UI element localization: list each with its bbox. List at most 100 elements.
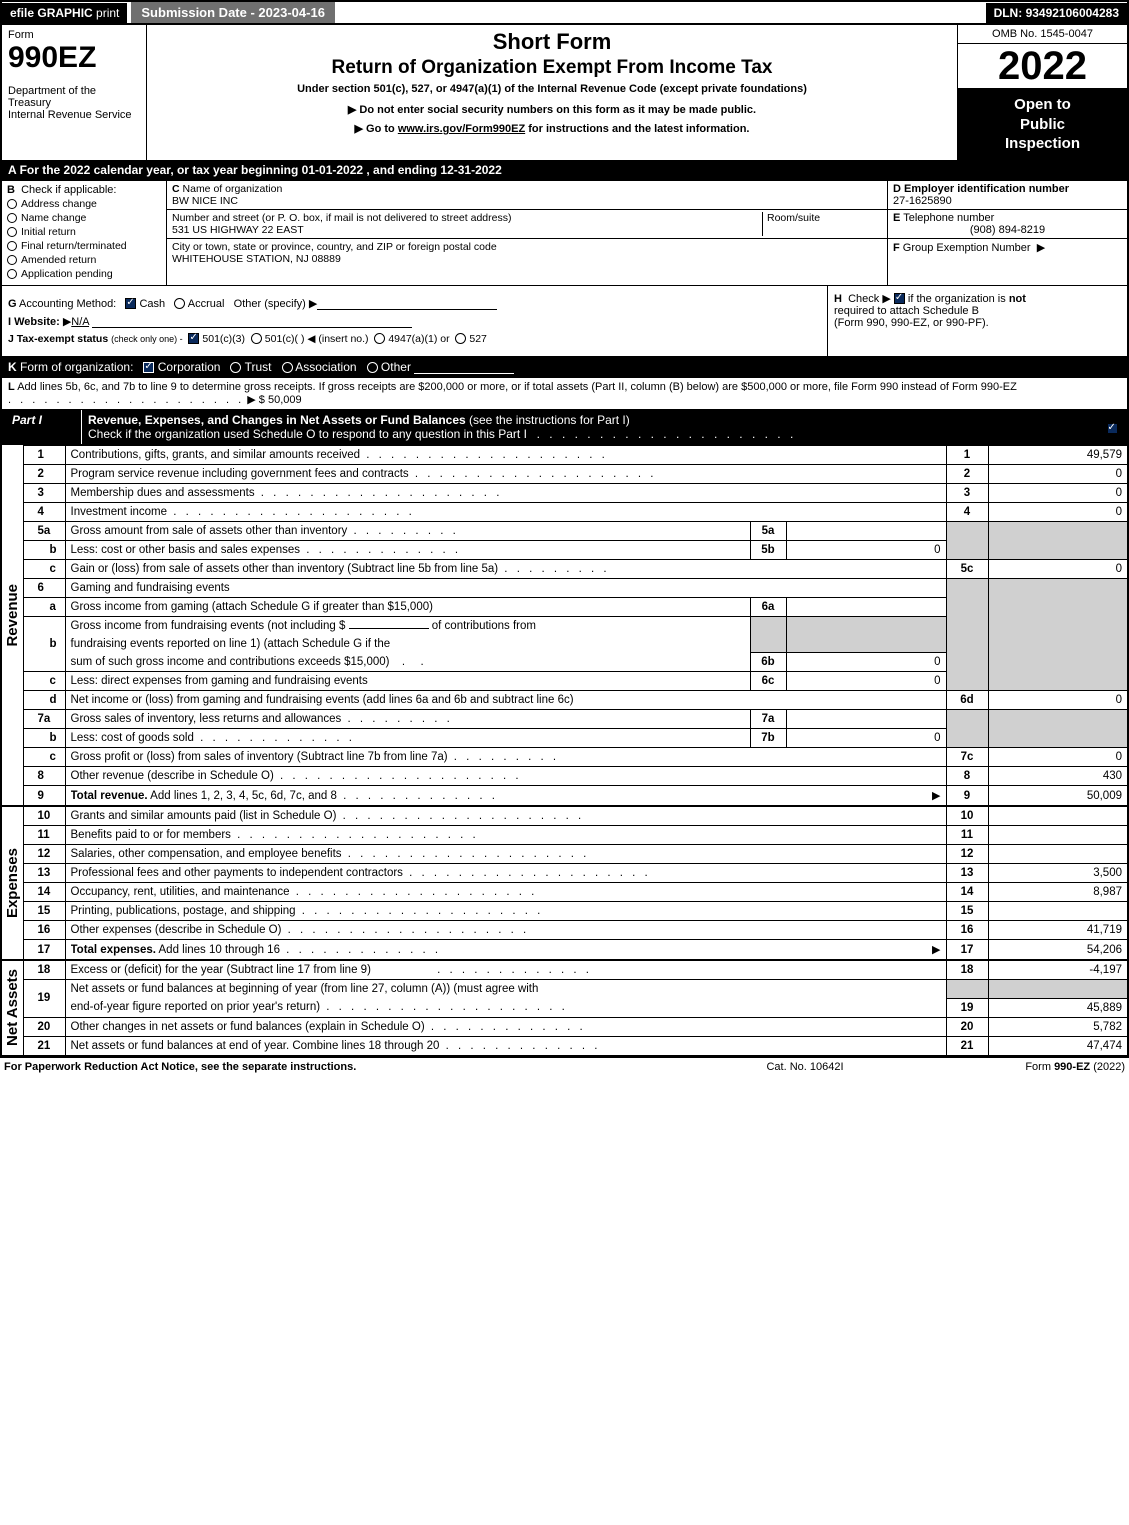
line-7b-subval: 0 [786, 729, 946, 748]
chk-amended-return[interactable]: Amended return [7, 254, 161, 266]
A-text: For the 2022 calendar year, or tax year … [20, 163, 502, 177]
line-6b-num: b [23, 616, 65, 672]
chk-address-change[interactable]: Address change [7, 198, 161, 210]
line-7b-subnum: 7b [750, 729, 786, 748]
line-7a-num: 7a [23, 710, 65, 729]
501c-label: 501(c)( ) ◀ (insert no.) [265, 333, 369, 345]
row-I: I Website: ▶N/A [8, 315, 821, 328]
K-label: Form of organization: [20, 360, 133, 374]
part-I-checkbox[interactable] [1097, 410, 1127, 444]
shade-6-amt [988, 578, 1128, 691]
F-label: Group Exemption Number [903, 242, 1031, 254]
line-7c-amount: 0 [988, 748, 1128, 767]
chk-4947[interactable] [374, 333, 385, 344]
line-1-ref: 1 [946, 445, 988, 464]
header-left: Form 990EZ Department of the Treasury In… [2, 25, 147, 160]
line-20-amount: 5,782 [988, 1017, 1128, 1036]
line-6d-num: d [23, 691, 65, 710]
row-J: J Tax-exempt status (check only one) - 5… [8, 333, 821, 345]
print-word[interactable]: print [96, 6, 119, 20]
line-5a-subval [786, 521, 946, 540]
line-3-amount: 0 [988, 483, 1128, 502]
street-value: 531 US HIGHWAY 22 EAST [172, 224, 762, 236]
tax-year: 2022 [958, 44, 1127, 89]
line-1-desc: Contributions, gifts, grants, and simila… [65, 445, 946, 464]
line-12-amount [988, 845, 1128, 864]
dept-treasury: Department of the Treasury [8, 85, 140, 109]
B-label: Check if applicable: [21, 184, 116, 196]
omb-number: OMB No. 1545-0047 [958, 25, 1127, 44]
line-6b-subnum: 6b [750, 653, 786, 672]
room-suite-label: Room/suite [762, 212, 882, 236]
line-4-desc: Investment income [65, 502, 946, 521]
footer: For Paperwork Reduction Act Notice, see … [0, 1057, 1129, 1076]
chk-501c3[interactable] [188, 333, 199, 344]
chk-initial-return[interactable]: Initial return [7, 226, 161, 238]
part-I-header: Part I Revenue, Expenses, and Changes in… [0, 410, 1129, 445]
line-13-num: 13 [23, 864, 65, 883]
efile-word: efile [10, 6, 34, 20]
assoc-label: Association [295, 360, 356, 374]
line-7c-num: c [23, 748, 65, 767]
line-10-desc: Grants and similar amounts paid (list in… [65, 806, 946, 826]
chk-cash[interactable] [125, 298, 136, 309]
line-13-desc: Professional fees and other payments to … [65, 864, 946, 883]
line-2-desc: Program service revenue including govern… [65, 464, 946, 483]
irs-link[interactable]: www.irs.gov/Form990EZ [398, 123, 525, 135]
form-title: Return of Organization Exempt From Incom… [151, 57, 953, 79]
other-blank[interactable] [317, 309, 497, 310]
shade-5-amt [988, 521, 1128, 559]
line-16-num: 16 [23, 921, 65, 940]
line-3-desc: Membership dues and assessments [65, 483, 946, 502]
dln-value: 93492106004283 [1026, 6, 1119, 20]
shade-19 [946, 980, 988, 999]
line-7a-subnum: 7a [750, 710, 786, 729]
topbar: efile GRAPHIC print Submission Date - 20… [0, 0, 1129, 25]
street-label: Number and street (or P. O. box, if mail… [172, 212, 762, 224]
chk-assoc[interactable] [282, 362, 293, 373]
chk-accrual[interactable] [174, 298, 185, 309]
line-6b-desc2: fundraising events reported on line 1) (… [65, 635, 750, 653]
chk-other-org[interactable] [367, 362, 378, 373]
G-label: Accounting Method: [19, 298, 116, 310]
org-name: BW NICE INC [172, 195, 882, 207]
line-5b-num: b [23, 540, 65, 559]
col-H: H Check ▶ if the organization is not req… [827, 286, 1127, 356]
cash-label: Cash [139, 298, 165, 310]
line-17-num: 17 [23, 940, 65, 961]
line-7b-desc: Less: cost of goods sold [65, 729, 750, 748]
row-A: A For the 2022 calendar year, or tax yea… [0, 160, 1129, 181]
chk-name-change[interactable]: Name change [7, 212, 161, 224]
line-7c-desc: Gross profit or (loss) from sales of inv… [65, 748, 946, 767]
chk-trust[interactable] [230, 362, 241, 373]
line-6a-num: a [23, 597, 65, 616]
chk-final-return[interactable]: Final return/terminated [7, 240, 161, 252]
chk-application-pending[interactable]: Application pending [7, 268, 161, 280]
chk-527[interactable] [455, 333, 466, 344]
H-pre: Check ▶ [848, 293, 891, 305]
C-name-label: Name of organization [183, 183, 283, 195]
cat-number: Cat. No. 10642I [685, 1061, 925, 1073]
line-6c-subval: 0 [786, 672, 946, 691]
row-L: L Add lines 5b, 6c, and 7b to line 9 to … [0, 378, 1129, 410]
form-ref: Form 990-EZ (2022) [925, 1061, 1125, 1073]
dln-label: DLN: [994, 6, 1026, 20]
line-10-amount [988, 806, 1128, 826]
chk-corp[interactable] [143, 362, 154, 373]
side-expenses: Expenses [1, 806, 23, 960]
form-header: Form 990EZ Department of the Treasury In… [0, 25, 1129, 160]
part-I-instr: (see the instructions for Part I) [469, 413, 630, 427]
line-11-ref: 11 [946, 826, 988, 845]
line-9-ref: 9 [946, 786, 988, 807]
line-2-amount: 0 [988, 464, 1128, 483]
row-G: G Accounting Method: Cash Accrual Other … [8, 297, 821, 310]
line-20-desc: Other changes in net assets or fund bala… [65, 1017, 946, 1036]
topbar-left: efile GRAPHIC print Submission Date - 20… [2, 2, 986, 23]
chk-501c[interactable] [251, 333, 262, 344]
trust-label: Trust [245, 360, 272, 374]
line-6b-desc3: sum of such gross income and contributio… [65, 653, 750, 672]
line-6c-num: c [23, 672, 65, 691]
chk-H[interactable] [894, 293, 905, 304]
line-11-num: 11 [23, 826, 65, 845]
line-7a-desc: Gross sales of inventory, less returns a… [65, 710, 750, 729]
